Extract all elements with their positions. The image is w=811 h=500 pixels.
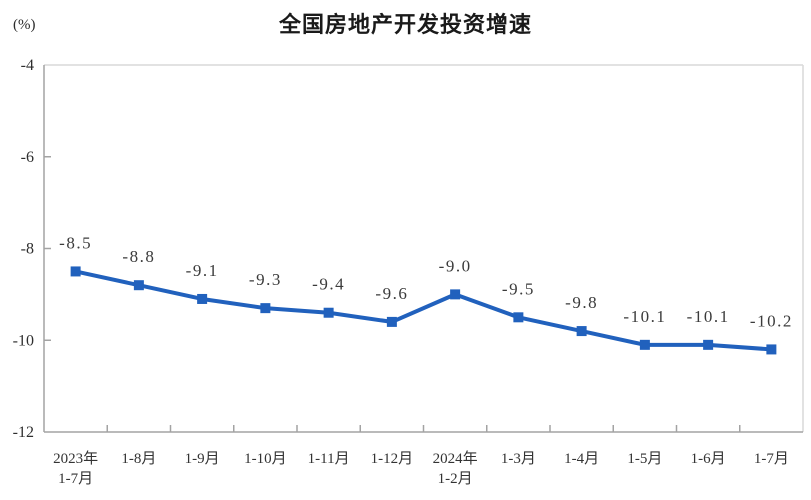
data-point-label: -9.8 [565,293,598,312]
data-point-label: -8.8 [122,247,155,266]
y-axis-tick-label: -10 [13,332,34,349]
data-point-label: -9.0 [439,256,472,275]
data-point-marker [386,316,397,327]
x-axis-category-label: 1-8月 [121,451,156,467]
x-axis-category-label: 2024年 1-2月 [433,450,478,487]
x-axis-category-label: 1-4月 [564,451,599,467]
x-axis-category-label: 1-9月 [185,451,220,467]
x-axis-category-label: 1-3月 [501,451,536,467]
data-point-label: -9.1 [186,261,219,280]
data-point-label: -8.5 [59,233,92,252]
x-axis-category-label: 1-12月 [371,451,414,467]
x-axis-category-label: 1-5月 [627,451,662,467]
y-axis-tick-label: -4 [21,57,34,74]
data-point-marker [450,289,461,300]
data-point-marker [323,307,334,318]
data-point-label: -9.3 [249,270,282,289]
x-axis-category-label: 1-7月 [754,451,789,467]
x-axis-category-label: 1-10月 [244,451,287,467]
x-axis-category-label: 1-11月 [308,451,350,467]
y-axis-tick-label: -12 [13,424,34,441]
chart-title: 全国房地产开发投资增速 [278,12,532,37]
data-point-label: -10.1 [687,307,730,326]
data-point-marker [513,312,524,323]
data-point-label: -9.4 [312,275,345,294]
y-axis-tick-label: -8 [21,241,34,258]
data-point-marker [70,266,81,277]
data-point-marker [260,303,271,314]
data-point-marker [133,280,144,291]
data-point-marker [766,344,777,355]
data-point-marker [197,293,208,304]
data-point-label: -9.6 [375,284,408,303]
data-point-marker [576,326,587,337]
data-point-marker [703,339,714,350]
data-point-marker [639,339,650,350]
data-point-label: -10.1 [623,307,666,326]
y-axis-tick-label: -6 [21,149,34,166]
data-point-label: -10.2 [750,311,793,330]
data-point-label: -9.5 [502,279,535,298]
data-series-line [73,269,774,352]
y-axis-unit-label: (%) [13,17,36,33]
x-axis-category-label: 2023年 1-7月 [53,450,98,487]
x-axis-category-label: 1-6月 [691,451,726,467]
